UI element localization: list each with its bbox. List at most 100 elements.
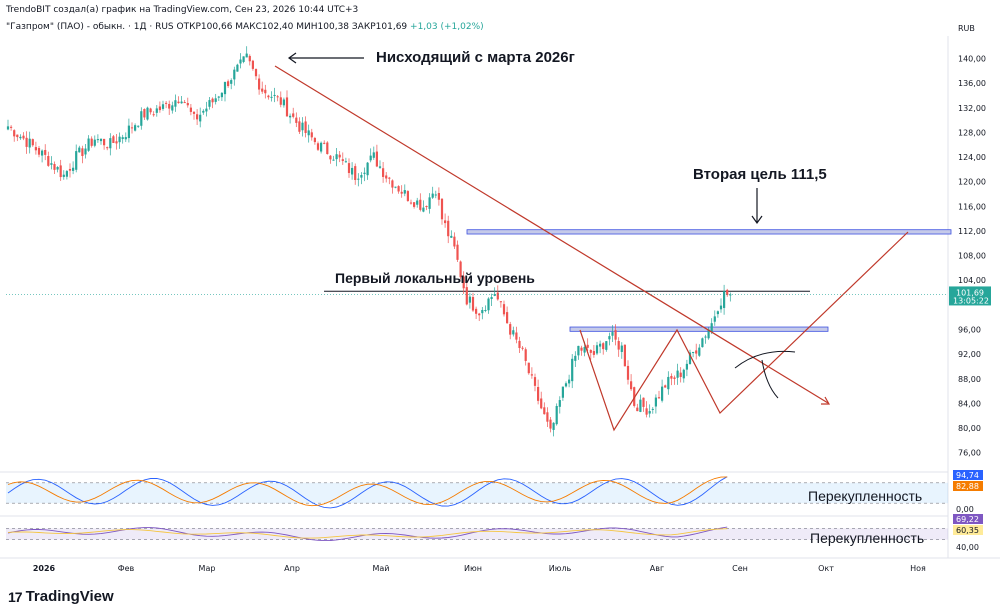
oscillator-value-badge xyxy=(953,514,983,524)
price-tick-label: 96,00 xyxy=(958,325,981,334)
candle-body xyxy=(475,308,478,314)
time-tick-label: 2026 xyxy=(33,564,56,573)
candle-body xyxy=(444,220,447,224)
candle-body xyxy=(230,80,233,84)
candle-body xyxy=(552,422,555,430)
candle-body xyxy=(688,352,692,365)
candle-body xyxy=(347,163,351,174)
candle-body xyxy=(28,138,31,148)
candle-body xyxy=(149,108,152,113)
price-axis[interactable]: 140,00 136,00 132,00 128,00 124,00 120,00 116,… xyxy=(6,54,991,458)
candle-body xyxy=(242,56,245,62)
candle-body xyxy=(192,111,196,114)
time-tick-label: Сен xyxy=(732,564,748,573)
candle-body xyxy=(465,287,468,305)
candle-body xyxy=(419,199,422,210)
time-tick-label: Июн xyxy=(464,564,482,573)
candle-body xyxy=(726,289,729,296)
candle-body xyxy=(130,127,134,129)
price-tick-label: 84,00 xyxy=(958,399,981,408)
candle-body xyxy=(285,97,289,117)
candle-body xyxy=(214,98,217,102)
candle-body xyxy=(558,400,561,407)
candle-body xyxy=(502,304,506,315)
price-tick-label: 104,00 xyxy=(958,276,986,285)
time-tick-label: Май xyxy=(372,564,389,573)
candle-body xyxy=(599,343,602,347)
candle-body xyxy=(143,109,146,118)
candle-body xyxy=(422,207,425,212)
chart-credit: TrendoBIT создал(а) график на TradingVie… xyxy=(6,5,359,15)
candle-body xyxy=(692,351,695,353)
candle-body xyxy=(716,311,719,315)
candle-body xyxy=(564,383,568,387)
candle-body xyxy=(267,95,270,98)
candle-body xyxy=(50,163,53,165)
candle-body xyxy=(72,167,75,171)
grid xyxy=(0,36,1000,559)
candle-body xyxy=(719,305,723,310)
candle-body xyxy=(31,139,34,146)
time-axis[interactable]: 2026 Фев Мар Апр Май Июн Июль Авг Сен Окт Ноя xyxy=(33,564,926,573)
candle-body xyxy=(509,324,512,335)
candle-body xyxy=(47,155,50,166)
candle-body xyxy=(602,343,605,350)
candle-body xyxy=(496,292,499,300)
candle-body xyxy=(397,186,400,192)
oscillator-value-label: 94,74 xyxy=(956,471,979,480)
downtrend-arrowhead xyxy=(821,396,831,405)
candle-body xyxy=(416,200,419,205)
tradingview-logo[interactable]: 17 TradingView xyxy=(8,588,114,605)
candle-body xyxy=(59,165,62,178)
candle-body xyxy=(391,180,394,188)
candle-body xyxy=(499,301,502,303)
candle-body xyxy=(471,297,475,311)
candle-body xyxy=(37,148,41,155)
candle-body xyxy=(685,363,688,370)
candle-body xyxy=(394,186,397,188)
candle-body xyxy=(258,78,261,90)
candle-body xyxy=(583,347,586,353)
candle-body xyxy=(217,96,220,98)
candle-body xyxy=(537,386,540,401)
price-tick-label: 132,00 xyxy=(958,104,986,113)
candle-body xyxy=(707,329,710,339)
candle-body xyxy=(651,408,654,410)
candle-body xyxy=(168,103,171,109)
candle-body xyxy=(521,347,524,349)
candle-body xyxy=(326,142,329,155)
candle-body xyxy=(320,142,323,152)
candle-body xyxy=(177,101,180,104)
oscillator-axis-label: 0,00 xyxy=(956,505,974,514)
time-tick-label: Ноя xyxy=(910,564,926,573)
candle-body xyxy=(484,309,487,311)
curve-support xyxy=(761,359,779,399)
candle-body xyxy=(372,152,375,158)
oscillator-axis-label: 40,00 xyxy=(956,543,979,552)
symbol-legend[interactable]: "Газпром" (ПАО) - обыкн. · 1Д · RUS ОТКР… xyxy=(6,22,484,32)
candle-body xyxy=(6,126,10,130)
candle-body xyxy=(310,132,313,138)
annotation-target2: Вторая цель 111,5 xyxy=(693,166,827,183)
candle-body xyxy=(654,397,657,407)
candle-body xyxy=(19,136,22,139)
symbol-name[interactable]: "Газпром" (ПАО) - обыкн. · 1Д · RUS xyxy=(6,22,174,32)
oscillator-band xyxy=(6,528,948,540)
candle-body xyxy=(270,96,273,98)
candle-body xyxy=(261,88,264,92)
annotation-downtrend: Нисходящий с марта 2026г xyxy=(376,49,575,66)
candle-body xyxy=(589,349,592,353)
candle-body xyxy=(75,151,78,170)
candle-body xyxy=(351,167,354,175)
candle-body xyxy=(518,340,521,348)
candle-body xyxy=(676,370,679,378)
candle-body xyxy=(254,69,258,77)
currency-label[interactable]: RUB xyxy=(958,24,975,33)
candle-body xyxy=(34,147,37,151)
candle-body xyxy=(99,138,103,142)
candle-body xyxy=(493,294,496,296)
candle-body xyxy=(524,349,527,361)
candle-body xyxy=(642,397,645,407)
annotations: Нисходящий с марта 2026г Вторая цель 111… xyxy=(335,49,924,546)
